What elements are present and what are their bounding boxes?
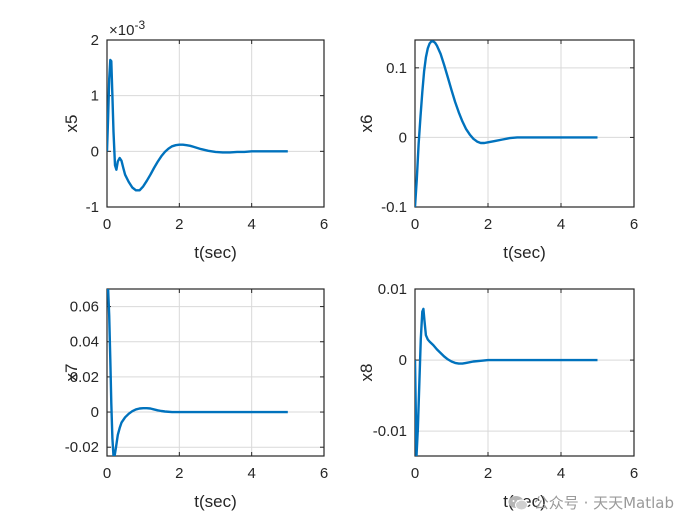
watermark-text: 公众号 · 天天Matlab (533, 494, 674, 512)
subplot-x6: 0 2 4 6-0.100.1t(sec)x6 (357, 39, 638, 262)
axes-box (106, 288, 325, 457)
x-tick-label: 2 (484, 465, 492, 482)
y-tick-label: 2 (91, 32, 99, 49)
watermark: 公众号 · 天天Matlab (508, 492, 674, 513)
y-tick-label: 0.1 (386, 60, 407, 77)
y-tick-label: 0 (91, 404, 99, 421)
x-axis-label: t(sec) (194, 243, 237, 262)
y-tick-label: -1 (86, 199, 99, 216)
x-tick-label: 2 (175, 216, 183, 233)
x-tick-label: 6 (630, 465, 638, 482)
axes-box (414, 39, 635, 208)
axes-box (106, 39, 325, 208)
series-line-x6 (415, 40, 598, 207)
y-axis-label: x8 (357, 364, 376, 382)
x-tick-label: 2 (484, 216, 492, 233)
x-tick-label: 4 (557, 216, 565, 233)
y-tick-label: 1 (91, 88, 99, 105)
wechat-icon (508, 495, 528, 510)
x-tick-label: 4 (557, 465, 565, 482)
x-tick-label: 0 (411, 465, 419, 482)
x-axis-label: t(sec) (194, 492, 237, 511)
series-line-x8 (415, 307, 598, 456)
series-line-x7 (107, 289, 288, 456)
y-tick-label: -0.1 (381, 199, 407, 216)
y-tick-label: 0.04 (70, 334, 99, 351)
x-tick-label: 2 (175, 465, 183, 482)
x-tick-label: 6 (320, 216, 328, 233)
y-tick-label: -0.02 (65, 439, 99, 456)
x-tick-label: 6 (320, 465, 328, 482)
y-tick-label: 0.06 (70, 299, 99, 316)
y-axis-label: x7 (62, 364, 81, 382)
y-tick-label: 0.01 (378, 281, 407, 298)
y-axis-label: x6 (357, 115, 376, 133)
series-line-x5 (107, 58, 288, 192)
y-tick-label: 0 (399, 352, 407, 369)
y-tick-label: 0 (399, 129, 407, 146)
exponent-label: ×10-3 (109, 18, 145, 39)
x-axis-label: t(sec) (503, 243, 546, 262)
y-tick-label: 0 (91, 143, 99, 160)
x-tick-label: 4 (247, 465, 255, 482)
x-tick-label: 6 (630, 216, 638, 233)
y-axis-label: x5 (62, 115, 81, 133)
x-tick-label: 4 (247, 216, 255, 233)
x-tick-label: 0 (103, 465, 111, 482)
y-tick-label: 0.02 (70, 369, 99, 386)
x-tick-label: 0 (103, 216, 111, 233)
y-tick-label: -0.01 (373, 423, 407, 440)
x-tick-label: 0 (411, 216, 419, 233)
